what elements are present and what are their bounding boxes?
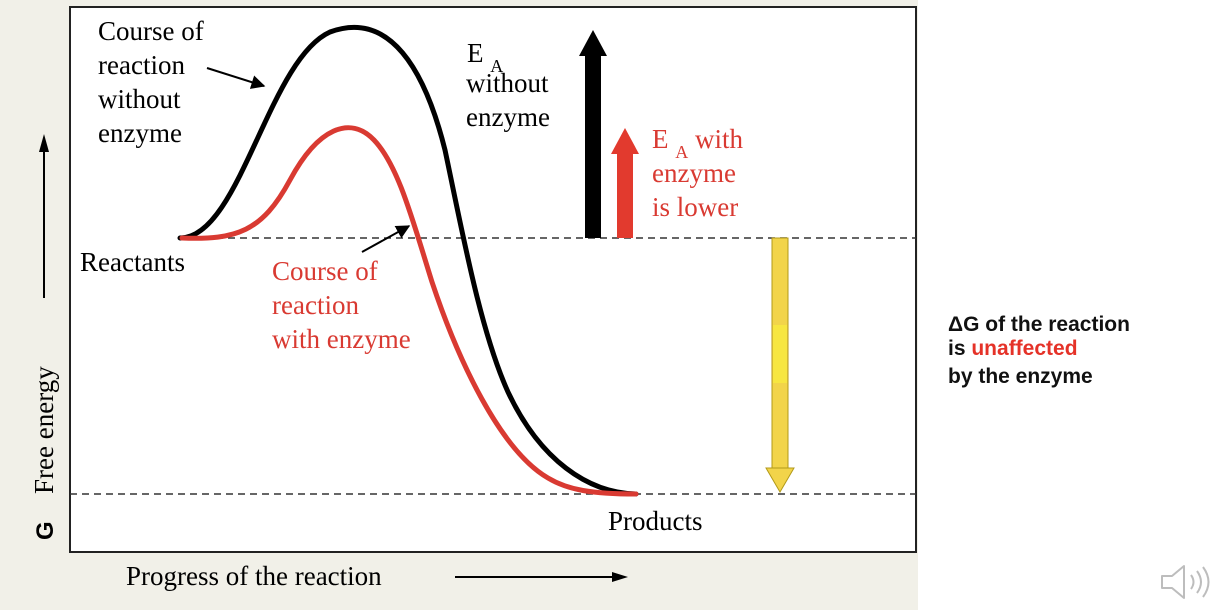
ea-without-label-rest: without enzyme: [466, 68, 555, 132]
ea-with-label-rest: enzyme is lower: [652, 158, 743, 222]
unaffected-highlight: unaffected: [971, 337, 1078, 360]
y-axis-label: Free energy: [29, 366, 59, 494]
y-axis-arrow: [39, 134, 49, 298]
curve-with-enzyme: [179, 125, 639, 497]
delta-g-note-line3: by the enzyme: [948, 365, 1093, 388]
delta-g-note-line2: is unaffected: [948, 337, 1078, 360]
delta-g-note: ΔG of the reaction is unaffected by the …: [948, 313, 1228, 389]
ea-without-enzyme-arrow: [579, 30, 607, 238]
products-label: Products: [608, 506, 703, 536]
ea-with-enzyme-arrow: [611, 128, 639, 238]
course-with-label: Course of reaction with enzyme: [272, 256, 411, 354]
ea-with-label: E A with: [652, 124, 744, 164]
pointer-with-enzyme: [361, 225, 411, 253]
reactants-label: Reactants: [80, 247, 185, 277]
delta-g-note-line1: ΔG of the reaction: [948, 313, 1130, 336]
course-without-label: Course of reaction without enzyme: [98, 16, 210, 148]
x-axis-arrow: [455, 572, 628, 582]
ea-without-label: E A: [467, 38, 503, 76]
speaker-icon[interactable]: [1158, 562, 1218, 602]
delta-g-arrow: [765, 237, 795, 493]
x-axis-label: Progress of the reaction: [126, 561, 382, 591]
pointer-without-enzyme: [206, 67, 266, 89]
curve-without-enzyme: [177, 24, 639, 497]
y-axis-g-label: G: [32, 521, 59, 540]
